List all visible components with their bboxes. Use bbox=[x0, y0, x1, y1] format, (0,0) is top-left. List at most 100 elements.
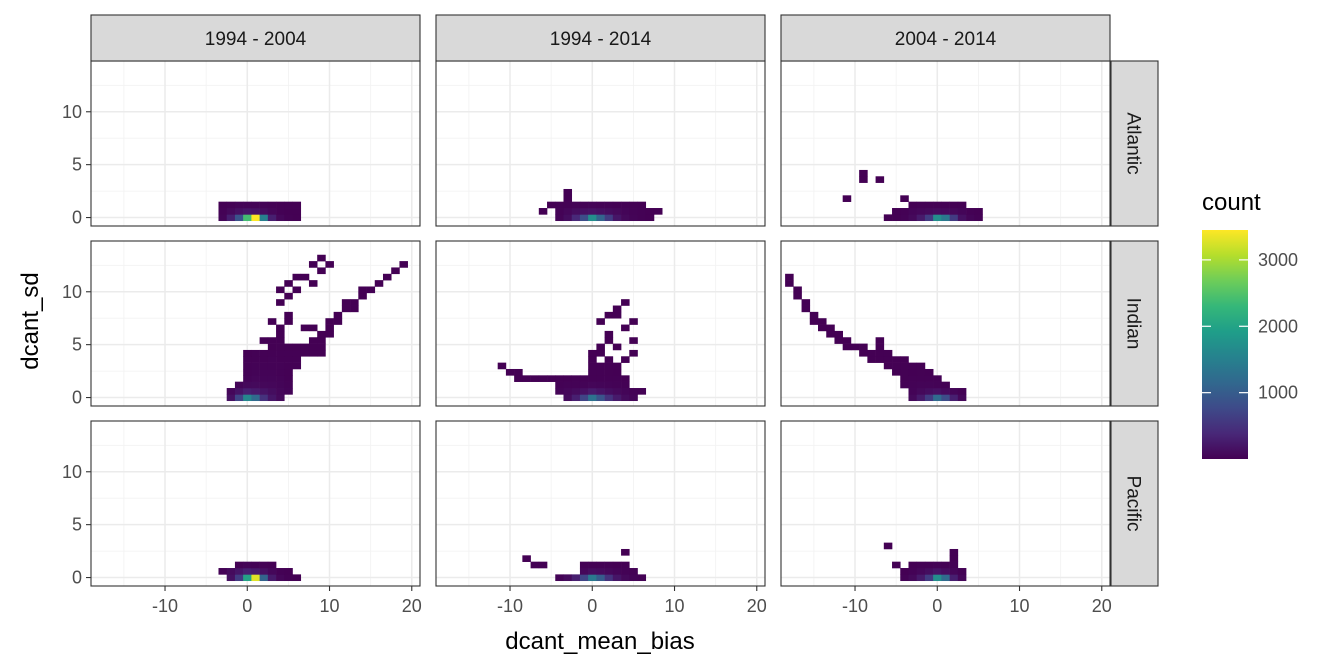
heatmap-cell bbox=[259, 214, 269, 222]
heatmap-cell bbox=[908, 201, 918, 209]
heatmap-cell bbox=[218, 208, 228, 215]
heatmap-cell bbox=[300, 324, 310, 332]
heatmap-cell bbox=[317, 337, 326, 344]
heatmap-cell bbox=[621, 561, 630, 569]
heatmap-cell bbox=[234, 381, 244, 389]
heatmap-cell bbox=[621, 324, 630, 332]
heatmap-cell bbox=[612, 394, 622, 402]
heatmap-cell bbox=[629, 388, 638, 395]
heatmap-cell bbox=[292, 356, 302, 363]
heatmap-cell bbox=[555, 208, 564, 215]
heatmap-cell bbox=[826, 330, 835, 338]
heatmap-cell bbox=[596, 388, 605, 395]
heatmap-cell bbox=[317, 330, 326, 338]
heatmap-cell bbox=[588, 362, 597, 370]
heatmap-cell bbox=[325, 261, 334, 268]
heatmap-cell bbox=[522, 555, 531, 562]
heatmap-cell bbox=[547, 201, 556, 209]
heatmap-cell bbox=[382, 273, 392, 281]
heatmap-cell bbox=[596, 362, 605, 370]
heatmap-cell bbox=[916, 574, 926, 582]
heatmap-cell bbox=[259, 201, 269, 209]
heatmap-cell bbox=[957, 214, 967, 222]
heatmap-cell bbox=[243, 394, 252, 402]
heatmap-cell bbox=[875, 343, 885, 351]
heatmap-cell bbox=[933, 201, 942, 209]
heatmap-cell bbox=[579, 574, 589, 582]
heatmap-cell bbox=[612, 208, 622, 215]
heatmap-cell bbox=[284, 362, 293, 370]
heatmap-cell bbox=[292, 286, 302, 294]
heatmap-cell bbox=[251, 568, 260, 575]
heatmap-cell bbox=[900, 574, 909, 582]
heatmap-cell bbox=[350, 305, 359, 313]
heatmap-cell bbox=[793, 292, 802, 300]
heatmap-cell bbox=[234, 568, 244, 575]
heatmap-cell bbox=[522, 375, 531, 382]
heatmap-cell bbox=[276, 394, 285, 402]
heatmap-cell bbox=[226, 214, 236, 222]
heatmap-cell bbox=[612, 574, 622, 582]
panel-atlantic-1994-2014 bbox=[435, 60, 766, 227]
heatmap-cell bbox=[267, 561, 277, 569]
heatmap-cell bbox=[604, 208, 614, 215]
heatmap-cell bbox=[284, 574, 293, 582]
heatmap-cell bbox=[596, 568, 605, 575]
heatmap-cell bbox=[234, 574, 244, 582]
heatmap-cell bbox=[284, 292, 293, 300]
heatmap-cell bbox=[653, 208, 663, 215]
heatmap-cell bbox=[900, 368, 909, 376]
heatmap-cell bbox=[267, 208, 277, 215]
heatmap-cell bbox=[276, 343, 285, 351]
heatmap-cell bbox=[547, 375, 556, 382]
legend-title: count bbox=[1202, 189, 1261, 216]
heatmap-cell bbox=[251, 349, 260, 357]
heatmap-cell bbox=[629, 568, 638, 575]
x-tick-label: -10 bbox=[842, 596, 868, 616]
heatmap-cell bbox=[588, 381, 597, 389]
heatmap-cell bbox=[358, 292, 367, 300]
heatmap-cell bbox=[317, 267, 326, 275]
count-legend: count 1000 2000 3000 bbox=[1202, 189, 1298, 459]
heatmap-cell bbox=[308, 324, 318, 332]
heatmap-cell bbox=[916, 208, 926, 215]
heatmap-cell bbox=[267, 214, 277, 222]
heatmap-cell bbox=[604, 394, 614, 402]
heatmap-cell bbox=[604, 388, 614, 395]
heatmap-cell bbox=[916, 375, 926, 382]
heatmap-cell bbox=[276, 208, 285, 215]
heatmap-cell bbox=[538, 375, 548, 382]
heatmap-cell bbox=[538, 208, 548, 215]
heatmap-cell bbox=[251, 381, 260, 389]
heatmap-cell bbox=[801, 299, 811, 306]
heatmap-cell bbox=[308, 337, 318, 344]
heatmap-cell bbox=[596, 375, 605, 382]
row-strip-label: Indian bbox=[1123, 298, 1144, 350]
heatmap-cell bbox=[933, 375, 942, 382]
y-tick-label: 5 bbox=[72, 155, 82, 175]
legend-tick-label: 3000 bbox=[1258, 250, 1298, 270]
heatmap-cell bbox=[292, 343, 302, 351]
heatmap-cell bbox=[612, 201, 622, 209]
heatmap-cell bbox=[284, 568, 293, 575]
heatmap-cell bbox=[596, 394, 605, 402]
heatmap-cell bbox=[341, 305, 351, 313]
heatmap-cell bbox=[933, 214, 942, 222]
heatmap-cell bbox=[916, 362, 926, 370]
heatmap-cell bbox=[571, 394, 581, 402]
heatmap-cell bbox=[621, 208, 630, 215]
legend-colorbar bbox=[1202, 230, 1248, 459]
heatmap-cell bbox=[579, 214, 589, 222]
panel-atlantic-1994-2004 bbox=[90, 60, 421, 227]
heatmap-cell bbox=[941, 574, 950, 582]
heatmap-cell bbox=[612, 311, 622, 319]
heatmap-cell bbox=[875, 349, 885, 357]
heatmap-cell bbox=[941, 388, 950, 395]
heatmap-cell bbox=[900, 356, 909, 363]
heatmap-cell bbox=[563, 388, 573, 395]
heatmap-cell bbox=[284, 343, 293, 351]
heatmap-cell bbox=[267, 343, 277, 351]
heatmap-cell bbox=[333, 318, 343, 325]
heatmap-cell bbox=[588, 368, 597, 376]
x-tick-label: 0 bbox=[587, 596, 597, 616]
